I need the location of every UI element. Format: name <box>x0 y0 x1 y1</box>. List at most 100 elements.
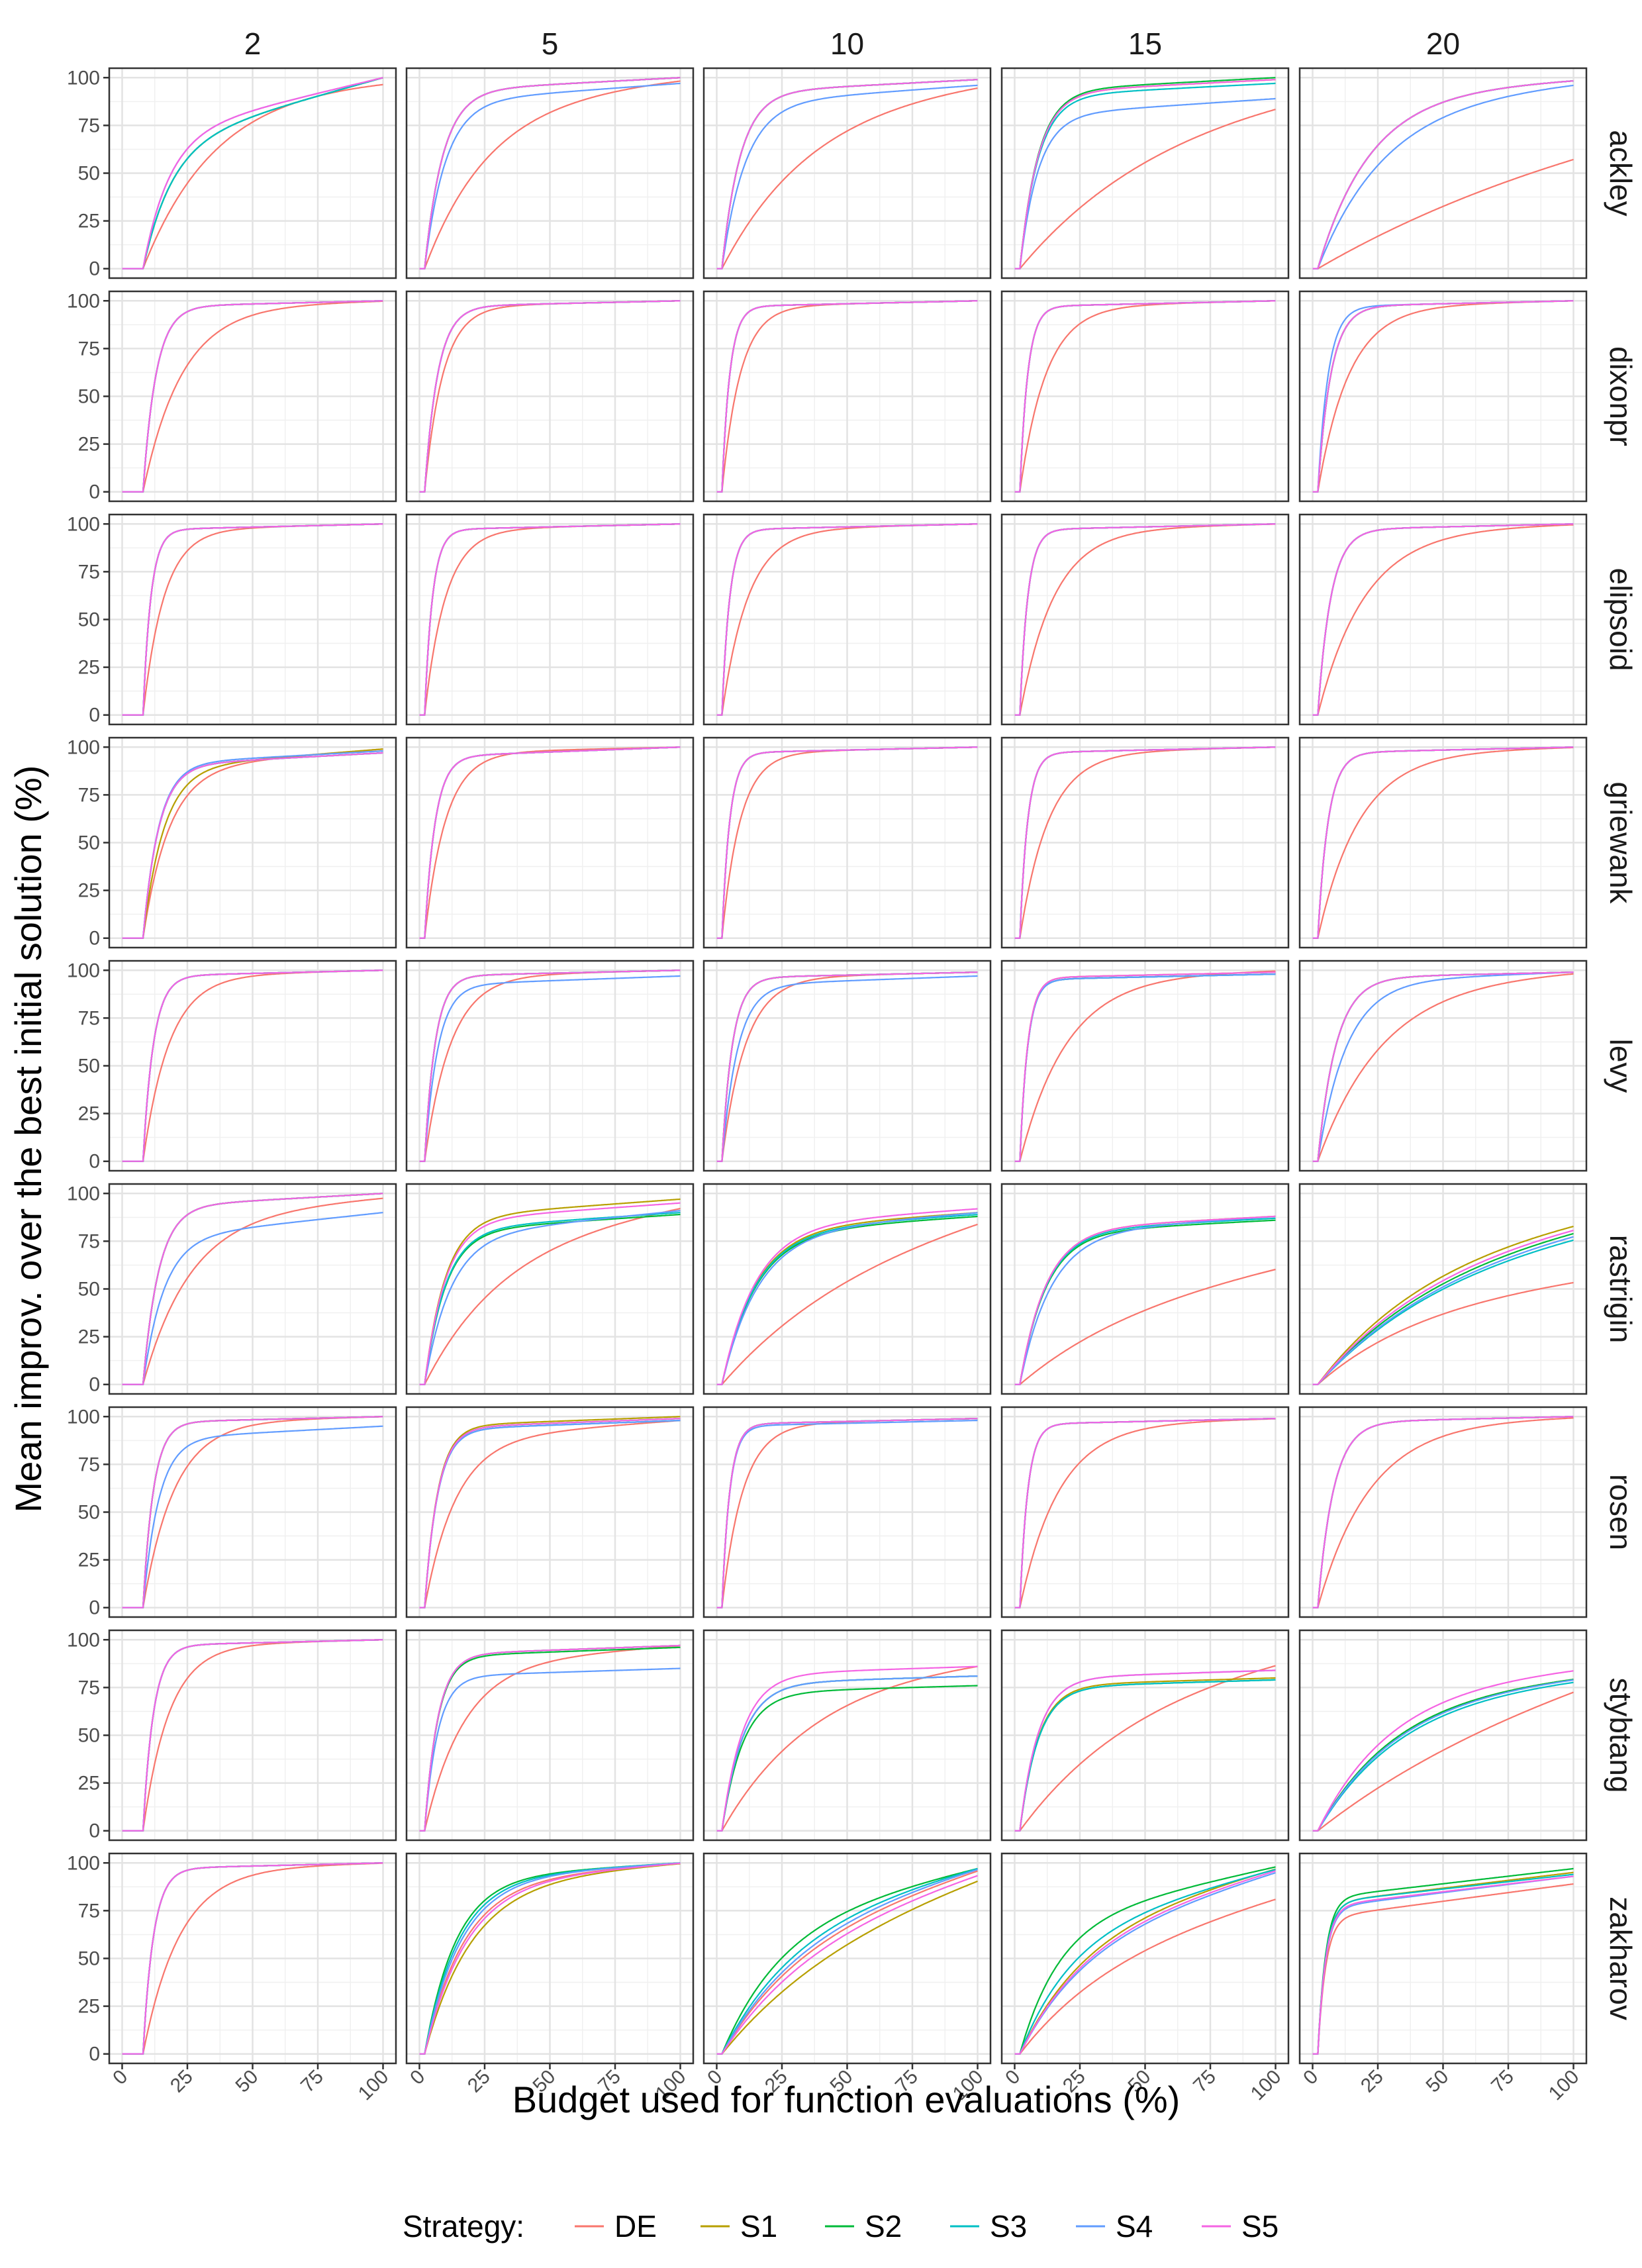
panel-rosen-5 <box>405 1406 695 1618</box>
x-tick-label: 50 <box>1422 2066 1453 2097</box>
panel-border <box>1298 1629 1588 1842</box>
series-line-s5 <box>716 523 978 716</box>
panel-dixonpr-2 <box>108 290 397 503</box>
panel-elipsoid-15 <box>1000 513 1290 726</box>
facet-row-label: levy <box>1604 1039 1638 1093</box>
series-line-s5 <box>419 523 681 716</box>
series-line-s5 <box>419 1644 681 1832</box>
panel-border <box>405 290 695 503</box>
series-line-s3 <box>1312 1873 1574 2055</box>
panel-border <box>405 1629 695 1842</box>
facet-column-label: 5 <box>542 26 559 61</box>
series-line-de <box>1312 973 1574 1162</box>
y-tick-label: 25 <box>78 1550 100 1571</box>
facet-column-label: 2 <box>244 26 262 61</box>
series-line-s5 <box>1014 1418 1276 1608</box>
series-line-s4 <box>716 84 978 270</box>
facet-row-label: zakharov <box>1604 1897 1638 2020</box>
panel-border <box>1000 736 1290 949</box>
panel-border <box>405 736 695 949</box>
series-line-s3 <box>1014 1679 1276 1832</box>
x-tick-label: 50 <box>232 2066 263 2097</box>
panel-dixonpr-15 <box>1000 290 1290 503</box>
series-line-s5 <box>419 77 681 270</box>
y-tick-label: 75 <box>78 1900 100 1922</box>
series-line-s5 <box>419 1202 681 1385</box>
panel-border <box>702 1629 992 1842</box>
series-line-de <box>122 1197 383 1385</box>
x-tick-label: 100 <box>1545 2066 1584 2105</box>
series-line-s4 <box>419 975 681 1162</box>
panel-stybtang-5 <box>405 1629 695 1842</box>
series-line-s5 <box>419 300 681 493</box>
legend-item-s2: S2 <box>825 2209 902 2243</box>
legend-item-de: DE <box>575 2209 657 2243</box>
panel-ackley-20 <box>1298 67 1588 279</box>
panel-border <box>702 960 992 1172</box>
series-line-s4 <box>1014 973 1276 1162</box>
series-line-de <box>716 1223 978 1385</box>
series-line-s3 <box>1014 1869 1276 2055</box>
panel-rastrigin-20 <box>1298 1183 1588 1395</box>
series-line-s1 <box>1312 1225 1574 1385</box>
facet-row-label: dixonpr <box>1604 346 1638 446</box>
series-line-s5 <box>716 79 978 270</box>
panel-rastrigin-15 <box>1000 1183 1290 1395</box>
series-line-s5 <box>1014 1870 1276 2055</box>
series-line-s3 <box>1014 82 1276 270</box>
series-line-s4 <box>419 1862 681 2055</box>
panel-zakharov-10 <box>702 1852 992 2065</box>
series-line-de <box>1312 158 1574 270</box>
series-line-s5 <box>122 1416 383 1608</box>
series-line-s5 <box>419 1862 681 2055</box>
series-line-s4 <box>1312 1236 1574 1385</box>
y-tick-label: 50 <box>78 1502 100 1524</box>
y-tick-label: 0 <box>89 1151 100 1173</box>
series-line-s4 <box>419 1210 681 1385</box>
legend-title: Strategy: <box>403 2209 524 2243</box>
series-line-s2 <box>716 1867 978 2055</box>
series-line-s5 <box>1312 80 1574 270</box>
legend-item-s5: S5 <box>1202 2209 1279 2243</box>
series-line-s5 <box>716 746 978 939</box>
series-line-s5 <box>1312 1230 1574 1385</box>
x-tick-label: 75 <box>1189 2066 1220 2097</box>
y-tick-label: 100 <box>67 960 100 981</box>
series-line-s4 <box>1312 971 1574 1162</box>
series-line-de <box>122 1862 383 2055</box>
series-line-s5 <box>1312 1670 1574 1832</box>
facet-row-label: elipsoid <box>1604 568 1638 671</box>
x-tick-label: 0 <box>406 2066 429 2089</box>
panel-rosen-10 <box>702 1406 992 1618</box>
series-line-s4 <box>716 1212 978 1385</box>
legend-label: S1 <box>740 2209 777 2243</box>
series-line-s5 <box>716 1418 978 1608</box>
series-line-de <box>716 1870 978 2055</box>
legend-label: S4 <box>1116 2209 1153 2243</box>
y-tick-label: 75 <box>78 784 100 806</box>
legend-item-s3: S3 <box>950 2209 1027 2243</box>
y-tick-label: 0 <box>89 705 100 726</box>
panel-griewank-10 <box>702 736 992 949</box>
panel-griewank-5 <box>405 736 695 949</box>
series-line-s4 <box>419 1419 681 1608</box>
series-line-s5 <box>1312 300 1574 493</box>
series-line-s5 <box>1312 1416 1574 1608</box>
series-line-s5 <box>122 523 383 716</box>
y-tick-label: 50 <box>78 1056 100 1077</box>
panel-elipsoid-5 <box>405 513 695 726</box>
series-line-de <box>122 300 383 493</box>
series-line-s4 <box>419 1667 681 1832</box>
series-line-s3 <box>716 1214 978 1385</box>
series-line-s5 <box>419 969 681 1162</box>
facet-column-label: 20 <box>1426 26 1460 61</box>
y-tick-label: 75 <box>78 1454 100 1475</box>
panel-griewank-15 <box>1000 736 1290 949</box>
series-line-s2 <box>1312 1679 1574 1832</box>
panel-border <box>702 290 992 503</box>
series-line-s2 <box>1014 77 1276 270</box>
y-tick-label: 50 <box>78 832 100 854</box>
panel-elipsoid-2 <box>108 513 397 726</box>
y-tick-label: 75 <box>78 338 100 360</box>
series-line-s5 <box>1014 1215 1276 1385</box>
